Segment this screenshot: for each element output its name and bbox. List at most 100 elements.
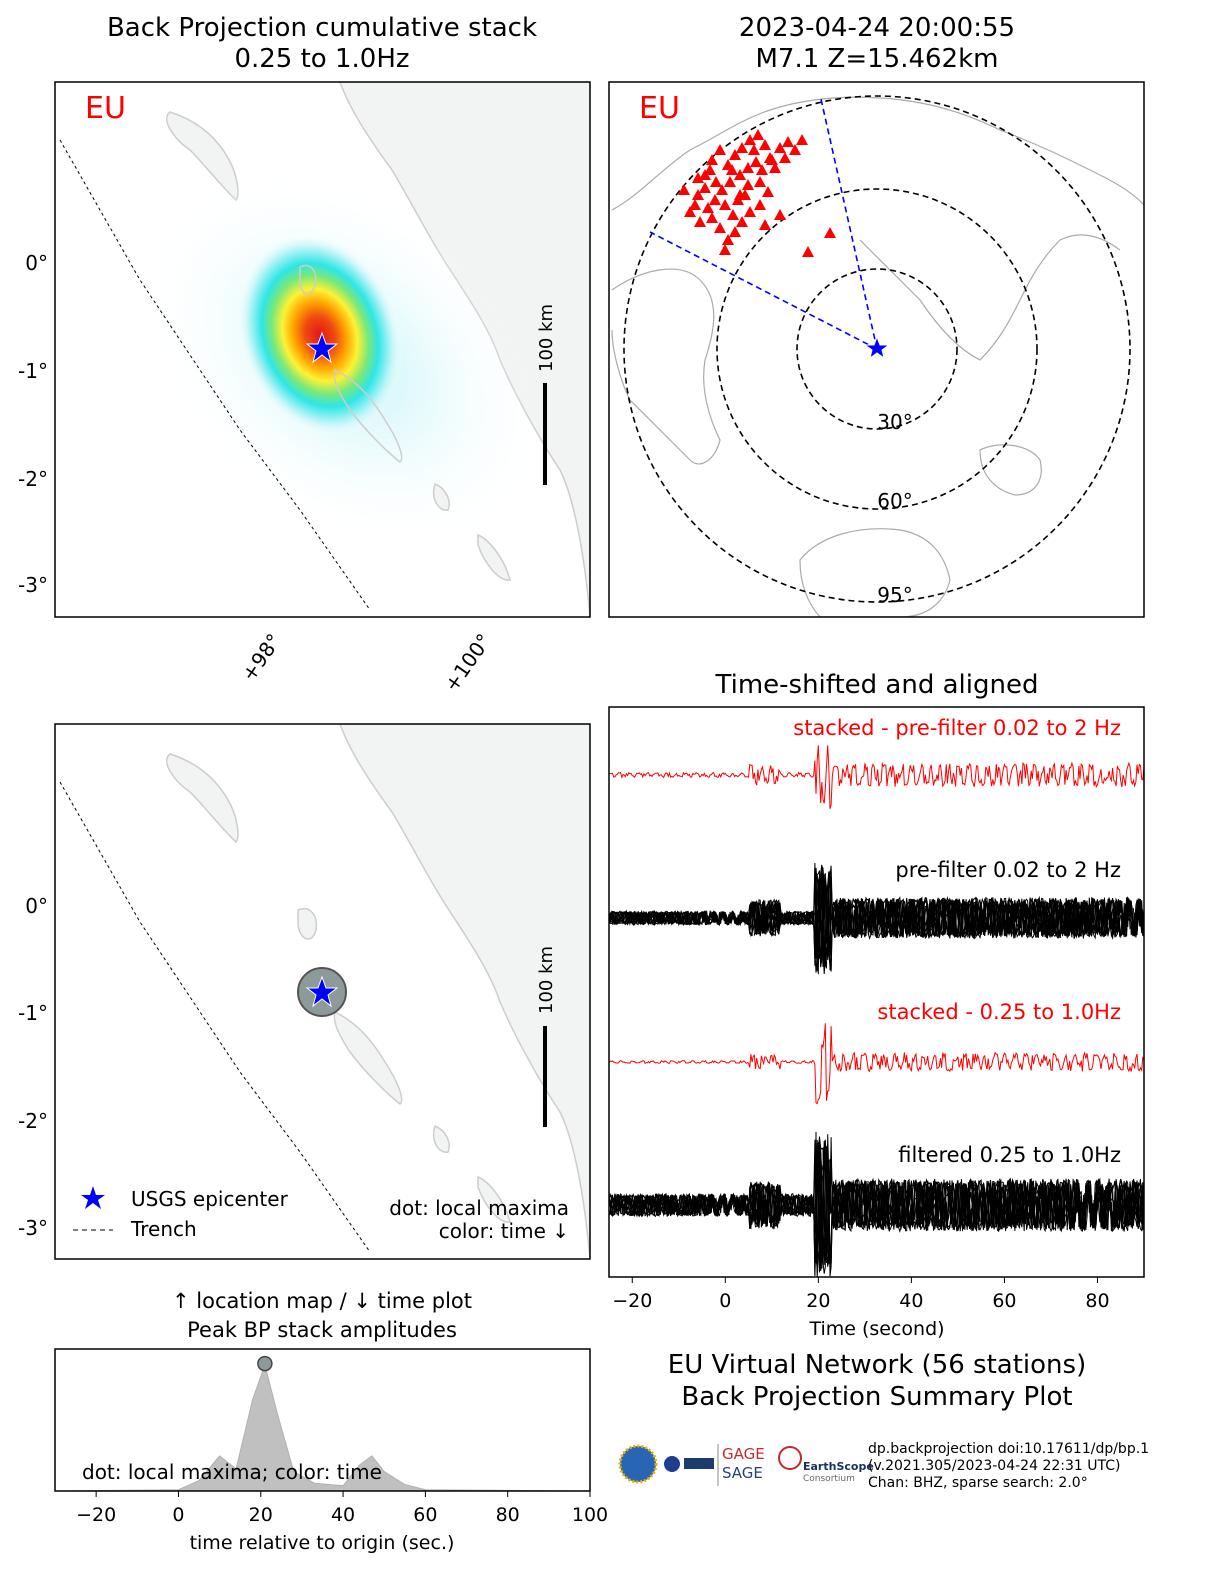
sumatra-land [339,724,590,1259]
event-magnitude-title: M7.1 Z=15.462km [755,44,998,74]
traces-x-tick-label: 40 [899,1290,923,1312]
maxima-note-line1: dot: local maxima [389,1196,569,1220]
footer-line2: (v.2021.305/2023-04-24 22:31 UTC) [868,1458,1120,1474]
trench-line [59,781,371,1253]
station-triangle [744,206,756,217]
lat-tick-0: 0° [25,894,48,918]
station-triangle [824,227,836,238]
station-triangle [710,176,722,187]
epicenter-star-icon [305,975,339,1008]
europe-outline [611,96,1144,211]
bp-title-line2: 0.25 to 1.0Hz [234,44,409,74]
station-triangle [692,189,704,200]
footer-line1: dp.backprojection doi:10.17611/dp/bp.1 [868,1441,1149,1457]
earthscope-logo-icon [778,1446,802,1470]
station-triangle [774,209,786,220]
trace-label-stacked-filtered: stacked - 0.25 to 1.0Hz [877,1000,1121,1024]
traces-x-tick-label: 0 [719,1290,731,1312]
africa-outline [611,268,721,465]
lat-tick-1: -1° [18,1001,48,1025]
station-triangle [702,202,714,213]
trace-label-filtered: filtered 0.25 to 1.0Hz [898,1143,1121,1167]
antarctica-outline [799,528,951,617]
traces-x-axis: −20 0 20 40 60 80 [612,1277,1110,1312]
station-triangle [704,164,716,175]
filtered-station-trace [609,1140,1144,1269]
summary-line1: EU Virtual Network (56 stations) [668,1350,1086,1380]
siberut-island [333,1010,403,1105]
australia-outline [979,444,1042,496]
local-maximum-dot [257,1355,273,1372]
peak-title-line1: ↑ location map / ↓ time plot [172,1289,472,1313]
station-triangle [684,206,696,217]
maxima-note-line2: color: time ↓ [439,1219,569,1243]
station-triangle [694,216,706,227]
lat-tick-2: -2° [18,467,48,491]
station-triangle [714,222,726,233]
peak-x-tick-label: 0 [172,1504,184,1526]
station-triangles [678,129,836,257]
epicenter-star-icon [863,335,891,360]
legend-trench-label: Trench [130,1217,197,1241]
peak-amplitude-area [55,1363,590,1491]
network-label: EU [85,91,126,126]
earthscope-logo-text: EarthScope [803,1460,874,1473]
gage-logo-text: GAGE [722,1445,765,1463]
trace-label-prefilter: pre-filter 0.02 to 2 Hz [895,858,1121,882]
peak-panel: ↑ location map / ↓ time plot Peak BP sta… [54,1289,608,1554]
station-triangle [719,244,731,255]
traces-xlabel: Time (second) [808,1318,944,1340]
small-island [299,264,317,295]
traces-panel: Time-shifted and aligned stacked - pre-f… [608,670,1145,1340]
station-triangle [729,149,741,160]
ring-label-60: 60° [877,489,912,513]
trench-line [59,139,371,611]
station-triangle [750,156,762,167]
station-triangle [744,134,756,145]
pagai-island [477,533,511,581]
station-triangle [782,136,794,147]
small-island [297,908,318,940]
station-triangle [754,176,766,187]
peak-x-tick-label: 40 [331,1504,355,1526]
consortium-logo-text: Consortium [803,1474,855,1484]
ring-label-95: 95° [877,583,912,607]
station-triangle [729,226,741,237]
simeulue-island [166,753,239,844]
lon-tick-100: +100° [439,629,496,696]
station-triangle [678,184,690,195]
station-triangle [699,182,711,193]
station-triangle [802,246,814,257]
peak-frame [54,1348,591,1492]
stacked-filtered-trace [609,1023,1144,1105]
station-triangle [727,209,739,220]
traces-x-tick-label: 60 [992,1290,1016,1312]
footer-line3: Chan: BHZ, sparse search: 2.0° [868,1475,1088,1491]
lat-tick-0: 0° [25,251,48,275]
station-triangle [722,234,734,245]
station-triangle [726,164,738,175]
peak-x-tick-label: −20 [76,1504,116,1526]
traces-x-tick-label: 20 [806,1290,830,1312]
peak-x-tick-label: 80 [496,1504,520,1526]
stacked-prefilter-trace [609,745,1144,809]
prefilter-station-trace [609,869,1144,962]
pagai-island [477,1175,511,1223]
bp-energy-blob [236,232,404,438]
station-triangle [709,194,721,205]
station-triangle [736,142,748,153]
traces-x-tick-label: 80 [1085,1290,1109,1312]
station-triangle [756,164,768,175]
azimuth-line-north [820,98,878,350]
maxima-map-frame [54,723,591,1260]
azimuth-line-west [649,231,878,350]
bp-title-line1: Back Projection cumulative stack [107,13,537,43]
trace-label-stacked-prefilter: stacked - pre-filter 0.02 to 2 Hz [793,716,1121,740]
local-maxima-dots [257,1355,273,1372]
sipora-island [433,483,450,511]
epicenter-star-icon [305,331,339,364]
summary-line2: Back Projection Summary Plot [681,1382,1072,1412]
scale-label: 100 km [536,304,557,372]
traces-frame [608,706,1145,1278]
